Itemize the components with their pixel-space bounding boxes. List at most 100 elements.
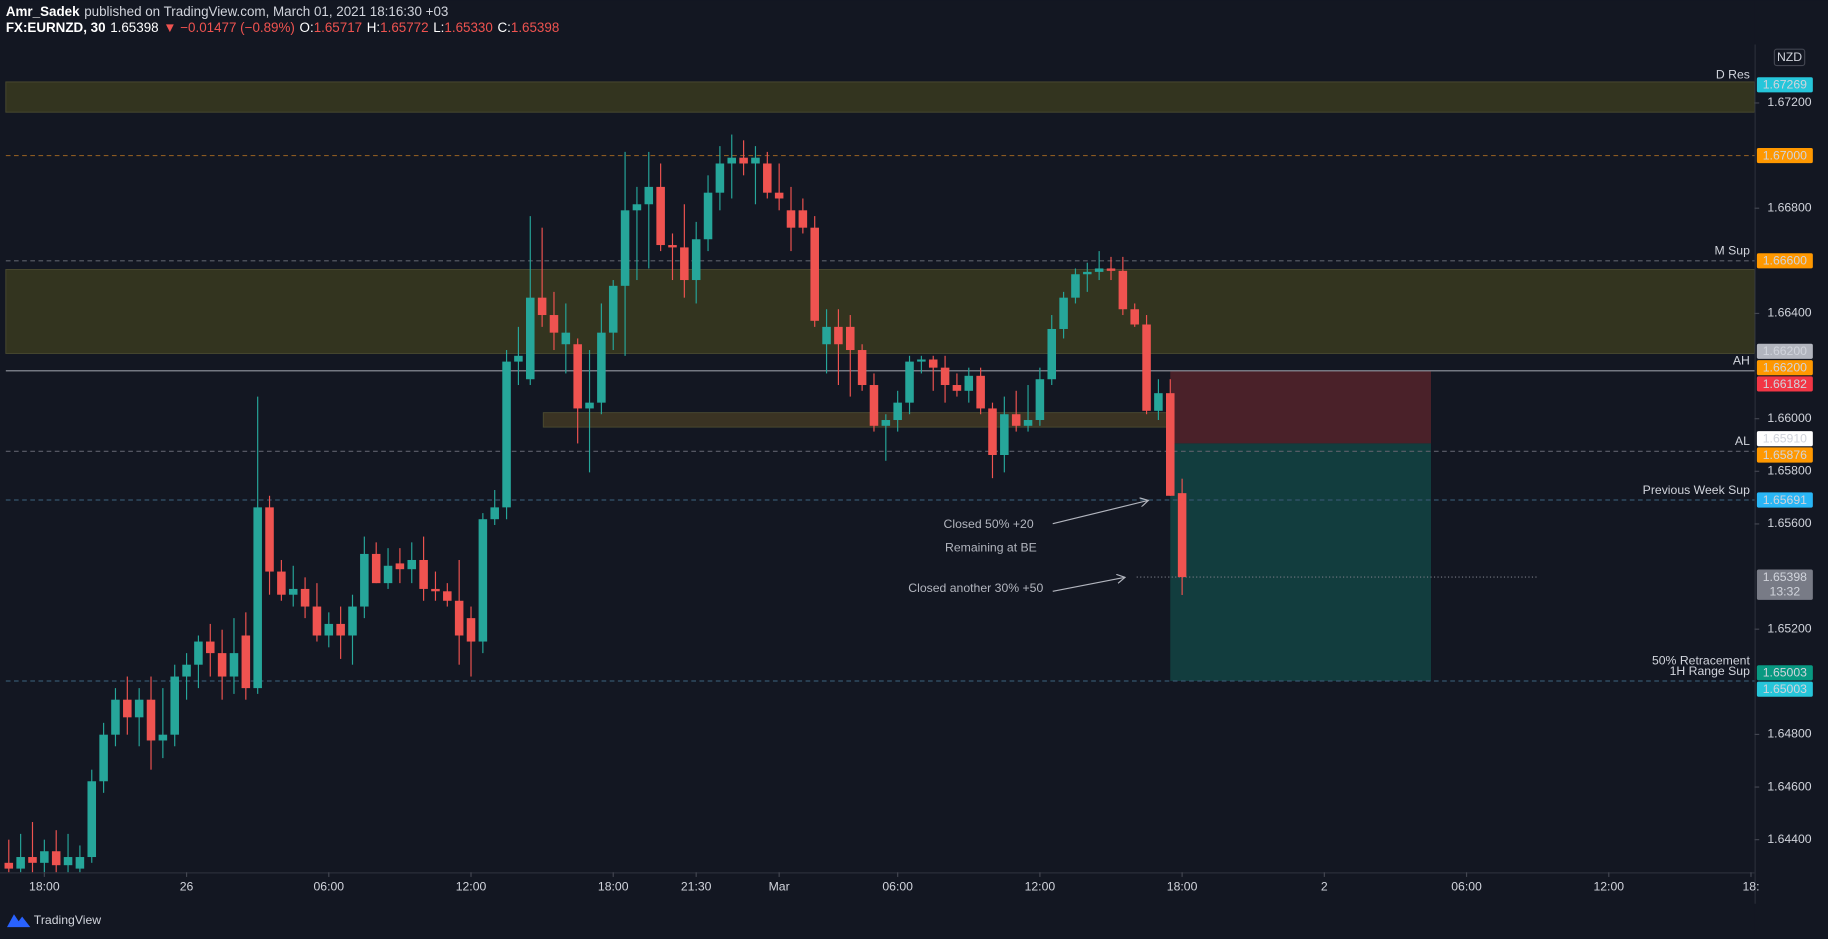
candle-body <box>158 734 168 741</box>
change: ▼ −0.01477 (−0.89%) <box>163 20 295 35</box>
candle-body <box>774 192 784 199</box>
candle-body <box>454 600 464 636</box>
candle-body <box>443 591 452 601</box>
level-label: 1.65003 <box>1763 682 1807 696</box>
candle-body <box>585 402 594 409</box>
zones <box>5 81 1756 428</box>
x-tick-label: 18: <box>1742 880 1759 894</box>
level-name: AL <box>1735 434 1750 448</box>
candle-body <box>1154 393 1163 411</box>
candle-body <box>727 157 737 164</box>
candle-body <box>253 507 262 689</box>
y-tick-label: 1.65200 <box>1767 621 1811 635</box>
candle-body <box>194 641 203 665</box>
x-tick-label: 06:00 <box>882 880 913 894</box>
candle-body <box>691 239 701 281</box>
ohlc-value: 1.65772 <box>380 20 428 35</box>
last-price: 1.65398 <box>110 20 158 35</box>
candle-body <box>466 618 476 642</box>
level-label-bg <box>1756 492 1813 508</box>
candle-body <box>703 192 713 240</box>
candle-body <box>514 355 523 362</box>
candle-body <box>241 635 251 689</box>
annotation-arrow <box>1052 577 1125 592</box>
candle-body <box>928 359 938 368</box>
candle-body <box>217 653 227 677</box>
candle-body <box>656 186 665 246</box>
candle-body <box>940 367 950 386</box>
level-label-bg <box>1756 681 1813 697</box>
ohlc-label: H: <box>367 20 380 35</box>
level-label-bg <box>1756 665 1813 681</box>
candle-body <box>146 699 156 741</box>
candle-body <box>751 157 760 164</box>
candle-body <box>952 385 962 391</box>
level-name: AH <box>1733 354 1750 368</box>
candle-body <box>111 699 120 735</box>
candle-body <box>312 606 322 636</box>
symbol-line: FX:EURNZD, 30 1.65398 ▼ −0.01477 (−0.89%) O… <box>6 20 559 35</box>
candle-body <box>644 186 654 205</box>
annotation-arrow <box>1052 500 1149 525</box>
zone <box>5 269 1756 354</box>
y-tick-label: 1.66000 <box>1767 411 1811 425</box>
candle-body <box>715 163 725 193</box>
x-tick-label: 12:00 <box>1593 880 1624 894</box>
candle-body <box>608 285 618 333</box>
level-name: Previous Week Sup <box>1643 483 1750 497</box>
published: published on TradingView.com, March 01, … <box>84 3 448 18</box>
candle-body <box>680 247 689 281</box>
candle-body <box>265 507 274 572</box>
candle-body <box>917 359 926 362</box>
level-label-bg <box>1756 360 1813 376</box>
candle-body <box>134 699 144 718</box>
annotation: Closed another 30% +50 <box>908 581 1043 595</box>
x-tick-label: Mar <box>769 880 790 894</box>
x-tick-label: 12:00 <box>1025 880 1056 894</box>
candle-body <box>1130 309 1139 325</box>
candle-body <box>336 623 345 636</box>
y-tick-label: 1.66800 <box>1767 200 1811 214</box>
candle-body <box>1023 420 1033 426</box>
candle-body <box>1011 414 1021 426</box>
candle-body <box>206 641 215 654</box>
candle-body <box>383 565 393 584</box>
candle-body <box>277 571 286 595</box>
y-tick-label: 1.67200 <box>1767 95 1811 109</box>
candle-body <box>360 553 369 607</box>
x-tick-label: 06:00 <box>1451 880 1482 894</box>
candle-body <box>869 385 879 426</box>
level-labels: 1.67269 1.67000 1.66600 1.66200 1.66200 1.661… <box>1756 77 1813 697</box>
level-label-bg <box>1756 253 1813 269</box>
candle-body <box>537 297 547 316</box>
countdown: 13:32 <box>1770 584 1801 598</box>
candle-body <box>229 653 239 677</box>
ohlc-value: 1.65717 <box>314 20 362 35</box>
candle-body <box>99 734 108 782</box>
level-label: 1.65691 <box>1763 493 1807 507</box>
stop-area <box>1170 371 1432 444</box>
y-tick-label: 1.65800 <box>1767 464 1811 478</box>
zone <box>5 81 1756 113</box>
level-label: 1.66182 <box>1763 377 1807 391</box>
author: Amr_Sadek <box>6 3 80 18</box>
level-label-bg <box>1756 569 1813 600</box>
candle-body <box>288 588 298 595</box>
candle-body <box>1177 493 1187 578</box>
candle-body <box>1106 268 1116 271</box>
candle-body <box>632 204 642 211</box>
candle-body <box>478 519 488 642</box>
candle-body <box>170 676 179 735</box>
candle-body <box>763 163 772 193</box>
axes: 1.67200 1.66800 1.66400 1.66000 1.65800 1.656… <box>29 95 1812 893</box>
y-tick-label: 1.66400 <box>1767 306 1811 320</box>
header-line: Amr_Sadek published on TradingView.com, M… <box>6 3 449 18</box>
candle-body <box>75 857 85 869</box>
x-tick-label: 26 <box>180 880 194 894</box>
candle-body <box>822 326 831 345</box>
x-tick-label: 2 <box>1321 880 1328 894</box>
candle-body <box>573 344 582 409</box>
candle-body <box>419 559 428 589</box>
